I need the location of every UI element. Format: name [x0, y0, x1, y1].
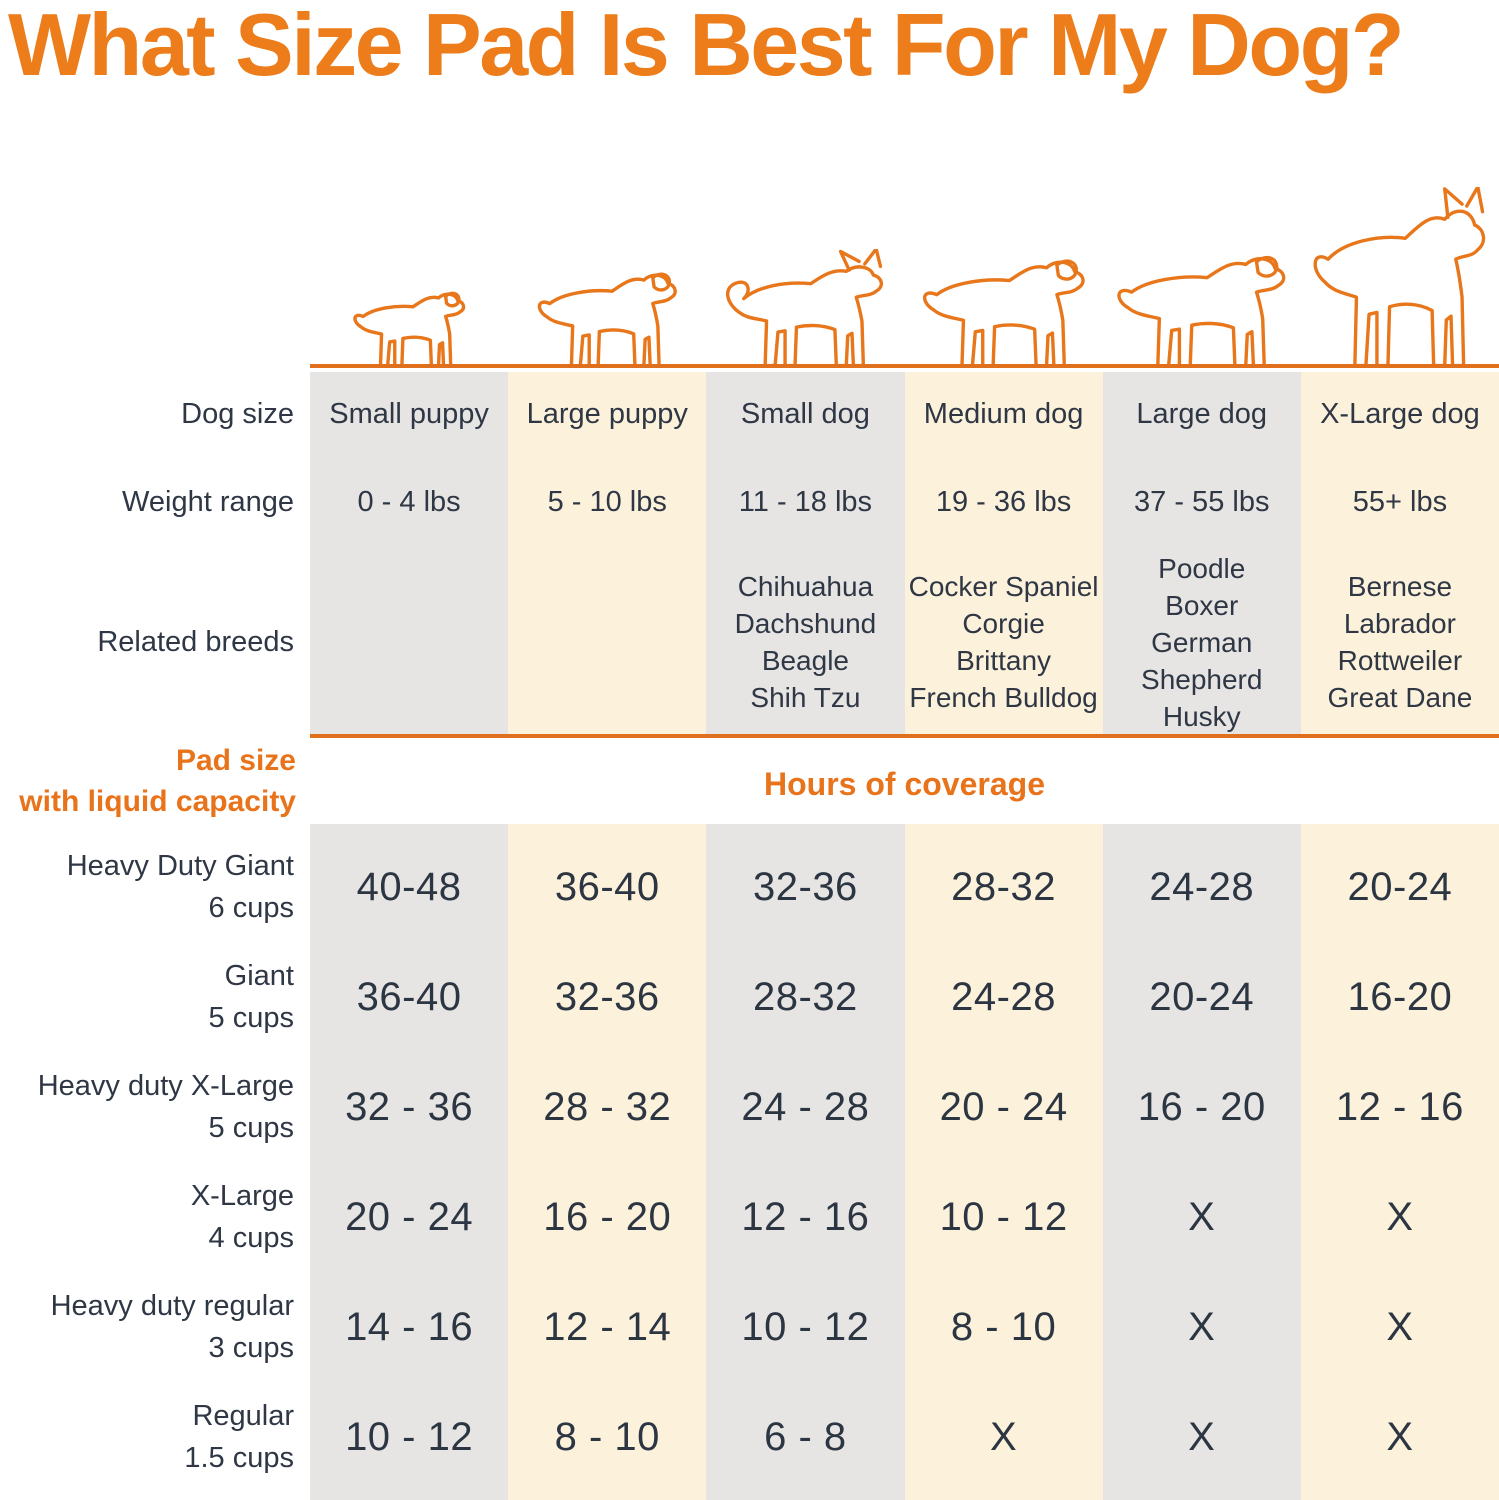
- related-breeds-value: Bernese Labrador Rottweiler Great Dane: [1327, 571, 1473, 713]
- coverage-cell: 20 - 24: [345, 1194, 474, 1239]
- coverage-cell: 10 - 12: [345, 1414, 474, 1459]
- column-stripe: [1300, 372, 1499, 734]
- coverage-cell: 20 - 24: [939, 1084, 1068, 1129]
- coverage-cell: X: [1386, 1414, 1414, 1459]
- header-stripe-band: [310, 372, 1499, 734]
- hours-of-coverage-label: Hours of coverage: [764, 766, 1045, 802]
- coverage-cell: X: [1188, 1304, 1216, 1349]
- column-stripe: [1300, 824, 1499, 1500]
- coverage-cell: 12 - 16: [1335, 1084, 1464, 1129]
- column-stripe: [508, 824, 707, 1500]
- column-stripe: [508, 372, 707, 734]
- related-breeds-row: Related breeds Chihuahua Dachshund Beagl…: [0, 548, 1499, 736]
- weight-range-value: 5 - 10 lbs: [547, 485, 667, 518]
- weight-range-row-label: Weight range: [122, 486, 294, 518]
- coverage-cell: X: [1188, 1194, 1216, 1239]
- table-row: Heavy duty regular 3 cups 14 - 16 12 - 1…: [0, 1272, 1499, 1382]
- coverage-cell: 16 - 20: [1137, 1084, 1266, 1129]
- coverage-cell: 24-28: [951, 974, 1056, 1019]
- coverage-cell: 24-28: [1149, 864, 1255, 909]
- coverage-cell: 32 - 36: [345, 1084, 474, 1129]
- weight-range-value: 55+ lbs: [1352, 485, 1448, 518]
- column-stripe: [1102, 372, 1301, 734]
- weight-range-value: 37 - 55 lbs: [1134, 485, 1270, 518]
- coverage-cell: 28-32: [753, 974, 858, 1019]
- coverage-cell: 36-40: [554, 864, 660, 909]
- pad-row-label: X-Large 4 cups: [190, 1180, 294, 1254]
- table-row: Heavy duty X-Large 5 cups 32 - 36 28 - 3…: [0, 1052, 1499, 1162]
- related-breeds-value: Cocker Spaniel Corgie Brittany French Bu…: [908, 571, 1099, 713]
- dog-size-row: Dog size Small puppy Large puppy Small d…: [0, 372, 1499, 456]
- dog-size-row-label: Dog size: [181, 398, 294, 430]
- related-breeds-value: Poodle Boxer German Shepherd Husky: [1141, 552, 1263, 732]
- coverage-cell: 36-40: [356, 974, 462, 1019]
- dog-size-value: Large dog: [1136, 397, 1268, 430]
- pad-size-section-label: Pad size with liquid capacity: [19, 744, 296, 818]
- coverage-cell: 40-48: [356, 864, 462, 909]
- table-row: Giant 5 cups 36-40 32-36 28-32 24-28 20-…: [0, 942, 1499, 1052]
- column-stripe: [904, 824, 1103, 1500]
- pad-row-label: Heavy duty X-Large 5 cups: [37, 1070, 294, 1144]
- coverage-cell: 16 - 20: [543, 1194, 672, 1239]
- coverage-cell: 28-32: [951, 864, 1056, 909]
- section-divider-line: [310, 734, 1499, 738]
- large-dog-icon: [1110, 242, 1292, 374]
- column-stripe: [310, 372, 509, 734]
- coverage-cell: 14 - 16: [345, 1304, 474, 1349]
- related-breeds-value: Chihuahua Dachshund Beagle Shih Tzu: [734, 571, 877, 713]
- coverage-cell: X: [1386, 1194, 1414, 1239]
- coverage-cell: 20-24: [1149, 974, 1255, 1019]
- coverage-cell: 32-36: [554, 974, 660, 1019]
- coverage-cell: 12 - 14: [543, 1304, 672, 1349]
- small-dog-chihuahua-icon: [721, 249, 889, 373]
- coverage-cell: 32-36: [753, 864, 858, 909]
- coverage-cell: X: [1188, 1414, 1216, 1459]
- related-breeds-row-label: Related breeds: [97, 626, 294, 658]
- coverage-cell: 28 - 32: [543, 1084, 672, 1129]
- table-row: Regular 1.5 cups 10 - 12 8 - 10 6 - 8 X …: [0, 1382, 1499, 1492]
- weight-range-value: 11 - 18 lbs: [738, 485, 873, 518]
- coverage-cell: X: [989, 1414, 1018, 1459]
- column-stripe: [904, 372, 1103, 734]
- medium-dog-icon: [916, 246, 1091, 374]
- column-stripe: [706, 372, 905, 734]
- table-row: X-Large 4 cups 20 - 24 16 - 20 12 - 16 1…: [0, 1162, 1499, 1272]
- dog-size-value: Large puppy: [526, 397, 688, 430]
- large-puppy-dog-icon: [532, 261, 682, 373]
- data-stripe-band: [310, 824, 1499, 1500]
- coverage-cell: 12 - 16: [741, 1194, 870, 1239]
- coverage-cell: 10 - 12: [939, 1194, 1068, 1239]
- weight-range-value: 0 - 4 lbs: [357, 485, 461, 518]
- ground-line: [310, 364, 1499, 368]
- x-large-dog-great-dane-icon: [1306, 187, 1492, 377]
- pad-row-label: Heavy duty regular 3 cups: [50, 1290, 294, 1364]
- pad-row-label: Giant 5 cups: [208, 960, 294, 1034]
- dog-size-value: Small dog: [740, 397, 870, 430]
- coverage-cell: X: [1386, 1304, 1414, 1349]
- coverage-cell: 8 - 10: [554, 1414, 660, 1459]
- page-title: What Size Pad Is Best For My Dog?: [8, 0, 1405, 94]
- column-stripe: [1102, 824, 1301, 1500]
- coverage-cell: 10 - 12: [741, 1304, 870, 1349]
- pad-row-label: Heavy Duty Giant 6 cups: [66, 850, 294, 924]
- weight-range-row: Weight range 0 - 4 lbs 5 - 10 lbs 11 - 1…: [0, 456, 1499, 548]
- dog-size-value: X-Large dog: [1320, 397, 1480, 430]
- small-puppy-dog-icon: [349, 283, 469, 371]
- dog-size-value: Medium dog: [923, 397, 1084, 430]
- pad-row-label: Regular 1.5 cups: [184, 1400, 294, 1474]
- column-stripe: [706, 824, 905, 1500]
- coverage-cell: 24 - 28: [741, 1084, 870, 1129]
- dog-size-value: Small puppy: [329, 397, 489, 430]
- weight-range-value: 19 - 36 lbs: [935, 485, 1072, 518]
- table-row: Heavy Duty Giant 6 cups 40-48 36-40 32-3…: [0, 832, 1499, 942]
- coverage-cell: 8 - 10: [950, 1304, 1057, 1349]
- coverage-cell: 20-24: [1347, 864, 1453, 909]
- coverage-cell: 16-20: [1347, 974, 1453, 1019]
- coverage-cell: 6 - 8: [764, 1414, 847, 1459]
- column-stripe: [310, 824, 509, 1500]
